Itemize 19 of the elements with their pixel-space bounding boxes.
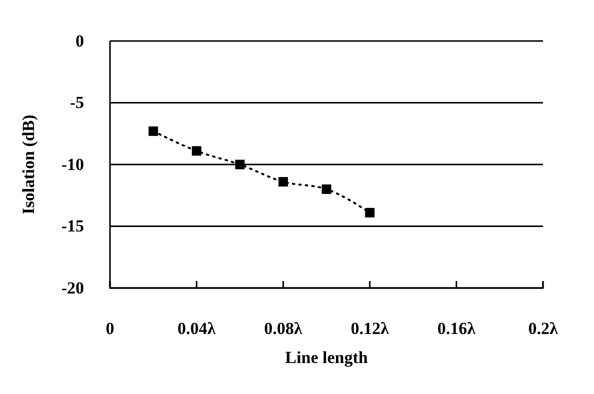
point [192,146,202,156]
point [322,184,332,194]
x-tick-label: 0.16λ [437,319,476,338]
y-tick-label: -15 [61,216,84,236]
x-tick-label: 0 [106,319,114,338]
y-tick-label: -5 [70,93,84,112]
x-tick-label: 0.2λ [528,319,558,338]
point [365,208,375,218]
x-tick-label: 0.08λ [264,319,303,338]
point [235,160,245,170]
x-tick-label: 0.12λ [350,319,390,338]
point [278,177,288,187]
x-axis-title: Line length [285,348,368,367]
y-tick-label: 0 [76,31,84,50]
y-tick-label: -10 [61,154,84,174]
y-axis-title: Isolation (dB) [19,114,38,214]
y-tick-label: -20 [61,278,84,298]
x-tick-label: 0.04λ [178,319,216,338]
point [148,126,158,136]
